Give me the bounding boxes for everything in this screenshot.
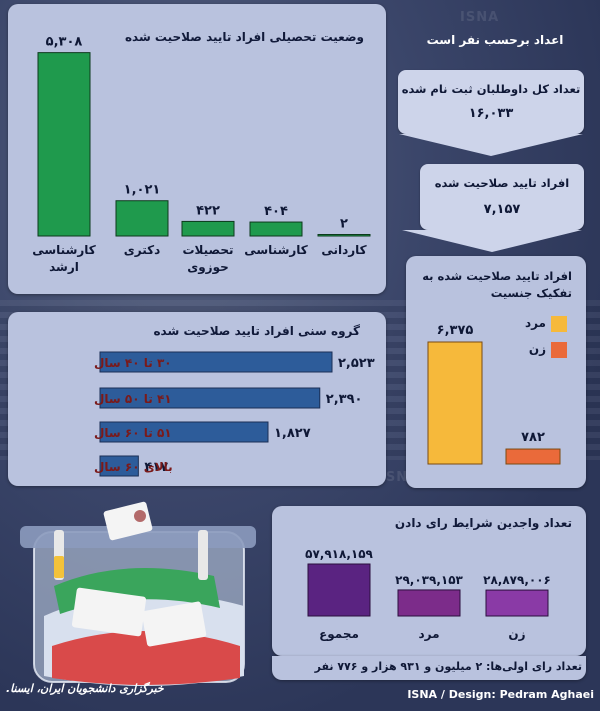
legend-male-swatch: [551, 316, 567, 332]
education-category-label: کارشناسی: [32, 243, 96, 257]
age-chart: ۲,۵۲۳ ۳۰ تا ۴۰ سال ۲,۳۹۰ ۴۱ تا ۵۰ سال ۱,۸۲۷ ۵…: [94, 351, 375, 477]
voters-bar: [397, 589, 461, 617]
education-value-label: ۵,۳۰۸: [46, 35, 83, 50]
age-value-label: ۲,۵۲۳: [338, 356, 375, 371]
age-category-label: ۳۰ تا ۴۰ سال: [94, 356, 172, 370]
age-category-label: ۴۱ تا ۵۰ سال: [94, 392, 172, 406]
voters-title: تعداد واجدین شرایط رای دادن: [394, 516, 572, 530]
age-bar: [99, 421, 269, 443]
approved-value: ۷,۱۵۷: [483, 202, 521, 217]
education-value-label: ۱,۰۲۱: [124, 183, 161, 198]
voters-panel: تعداد واجدین شرایط رای دادن ۵۷,۹۱۸,۱۵۹ مج…: [272, 506, 586, 656]
gender-chart: ۶,۳۷۵ ۷۸۲: [427, 323, 561, 465]
education-bar: [181, 220, 235, 237]
age-bar: [99, 387, 321, 409]
education-bar: [37, 52, 91, 237]
gender-value-label: ۶,۳۷۵: [437, 323, 474, 338]
age-category-label: بالای ۶۰ سال: [94, 460, 173, 474]
education-bar: [317, 234, 371, 237]
voters-bar: [485, 589, 549, 617]
voters-category-label: مرد: [418, 627, 439, 641]
header-note: اعداد برحسب نفر است: [426, 33, 564, 47]
education-value-label: ۴۰۴: [264, 204, 288, 219]
education-value-label: ۲: [340, 217, 348, 232]
watermark: ISNA: [460, 10, 500, 25]
voters-value-label: ۵۷,۹۱۸,۱۵۹: [305, 547, 373, 561]
design-credit: ISNA / Design: Pedram Aghaei: [407, 688, 594, 701]
education-category-label: تحصیلات: [182, 243, 233, 257]
age-title: گروه سنی افراد تایید صلاحیت شده: [153, 324, 360, 338]
voters-chart: ۵۷,۹۱۸,۱۵۹ مجموع ۲۹,۰۳۹,۱۵۳ مرد ۲۸,۸۷۹,۰۰۶ زن: [305, 547, 551, 642]
gender-value-label: ۷۸۲: [521, 430, 545, 445]
agency-logo-text: خبرگزاری دانشجویان ایران، ایسنا.: [6, 682, 164, 695]
legend-female-label: زن: [528, 342, 546, 356]
education-chart: ۵,۳۰۸ کارشناسی ارشد ۱,۰۲۱ دکتری ۴۲۲ تحصیلات حوز…: [32, 35, 371, 275]
education-category-label: دکتری: [124, 243, 161, 257]
education-value-label: ۴۲۲: [196, 203, 220, 218]
education-bar: [249, 221, 303, 237]
education-category-label: کارشناسی: [244, 243, 308, 257]
registered-value: ۱۶,۰۳۳: [468, 106, 514, 121]
education-bar: [115, 200, 169, 237]
flow-arrow-icon: [402, 230, 582, 252]
voters-category-label: مجموع: [319, 627, 359, 642]
voters-value-label: ۲۸,۸۷۹,۰۰۶: [483, 573, 551, 587]
age-category-label: ۵۱ تا ۶۰ سال: [94, 426, 172, 440]
voters-value-label: ۲۹,۰۳۹,۱۵۳: [395, 573, 463, 587]
first-time-voters-bar: تعداد رای اولی‌ها: ۲ میلیون و ۹۳۱ هزار و…: [272, 656, 586, 680]
registered-box: تعداد کل داوطلبان ثبت نام شده ۱۶,۰۳۳: [398, 70, 584, 134]
gender-bar: [505, 448, 561, 465]
age-panel: گروه سنی افراد تایید صلاحیت شده ۲,۵۲۳ ۳۰ …: [8, 312, 386, 486]
education-category-label: ارشد: [49, 260, 79, 274]
education-category-label: کاردانی: [321, 243, 366, 257]
approved-label: افراد تایید صلاحیت شده: [434, 176, 570, 190]
education-title: وضعیت تحصیلی افراد تایید صلاحیت شده: [124, 30, 364, 44]
age-bar: [99, 351, 333, 373]
flow-arrow-icon: [399, 134, 583, 156]
ballot-box-illustration: [20, 501, 256, 686]
gender-panel: افراد تایید صلاحیت شده به تفکیک جنسیت مر…: [406, 256, 586, 488]
approved-box: افراد تایید صلاحیت شده ۷,۱۵۷: [420, 164, 584, 230]
first-time-voters-text: تعداد رای اولی‌ها: ۲ میلیون و ۹۳۱ هزار و…: [314, 660, 582, 673]
legend-female-swatch: [551, 342, 567, 358]
education-panel: وضعیت تحصیلی افراد تایید صلاحیت شده ۵,۳۰…: [8, 4, 386, 294]
age-value-label: ۴۱۷: [144, 460, 168, 475]
voters-category-label: زن: [508, 627, 525, 641]
age-value-label: ۲,۳۹۰: [326, 392, 363, 407]
voters-bar: [307, 563, 371, 617]
registered-label: تعداد کل داوطلبان ثبت نام شده: [401, 82, 581, 96]
age-value-label: ۱,۸۲۷: [274, 426, 311, 441]
legend-male-label: مرد: [524, 316, 546, 330]
gender-title: افراد تایید صلاحیت شده به تفکیک جنسیت: [422, 269, 572, 300]
gender-bar: [427, 341, 483, 465]
age-bar: [99, 455, 139, 477]
education-category-label: حوزوی: [187, 260, 229, 275]
